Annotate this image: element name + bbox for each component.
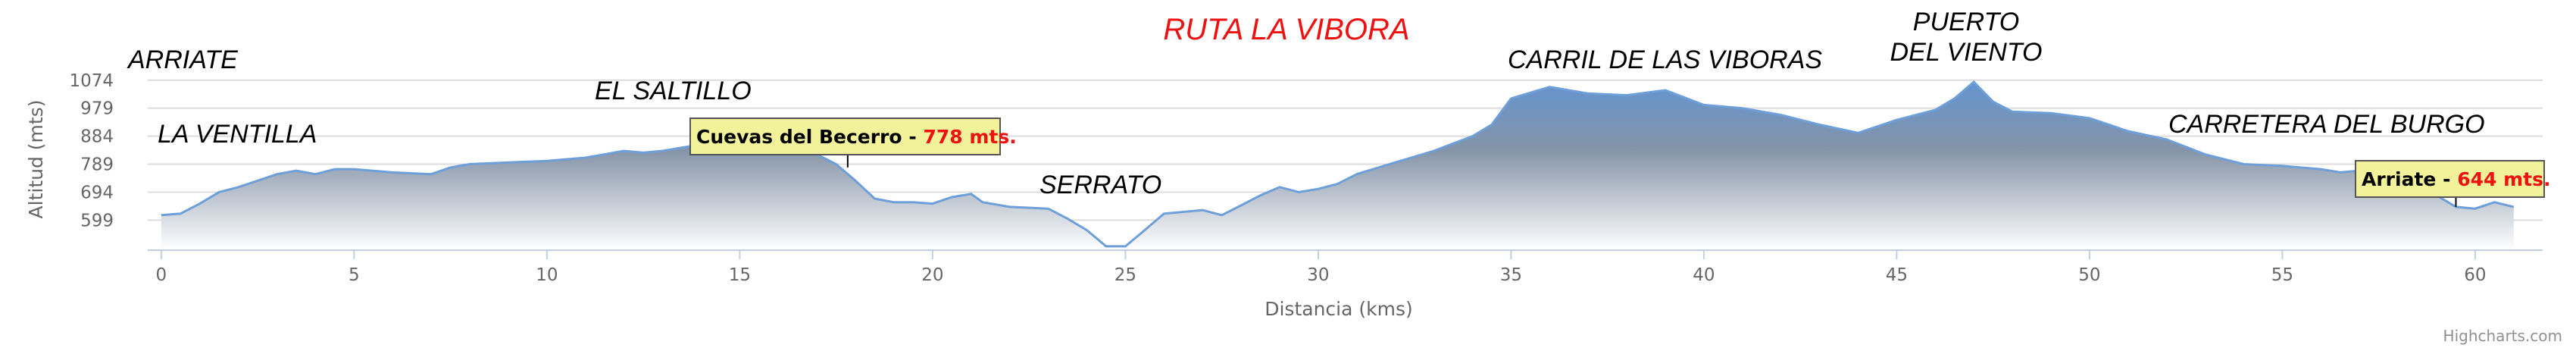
tooltip-value: 778 mts. [923,126,1016,148]
y-tick-label: 694 [80,183,114,202]
tooltip-value: 644 mts. [2457,168,2550,190]
tooltip-box [2355,160,2545,198]
x-tick-label: 35 [1500,265,1522,285]
annotation: PUERTO [1913,8,2019,36]
elevation-line [161,80,2515,248]
x-tick-label: 25 [1114,265,1136,285]
tooltip-box [689,118,1001,155]
annotation: SERRATO [1039,171,1161,199]
y-tick-label: 884 [80,127,114,147]
x-tick-label: 55 [2271,265,2293,285]
annotation: LA VENTILLA [158,120,317,149]
x-tick-label: 45 [1886,265,1908,285]
tooltip-separator: - [2443,168,2450,190]
annotation: EL SALTILLO [595,77,752,105]
tooltip-text: Arriate - 644 mts. [2362,168,2550,190]
annotation: CARRIL DE LAS VIBORAS [1508,45,1822,74]
annotation: CARRETERA DEL BURGO [2168,110,2485,139]
x-axis-title: Distancia (kms) [1265,298,1413,320]
y-axis-title: Altitud (mts) [25,100,47,219]
y-tick-label: 789 [80,155,114,175]
x-tick-label: 50 [2078,265,2100,285]
x-tick-label: 60 [2464,265,2486,285]
annotation: ARRIATE [127,45,238,74]
y-tick-label: 1074 [69,71,114,91]
tooltip: Cuevas del Becerro - 778 mts. [689,118,1017,155]
chart-title: RUTA LA VIBORA [1163,13,1409,46]
tooltip-separator: - [908,126,916,148]
area-fill [161,82,2514,250]
x-tick-label: 15 [729,265,751,285]
credits[interactable]: Highcharts.com [2443,327,2562,345]
y-tick-label: 599 [80,211,114,230]
x-tick-label: 20 [921,265,943,285]
x-tick-label: 30 [1307,265,1329,285]
x-tick-label: 0 [155,265,167,285]
annotation: DEL VIENTO [1890,38,2043,67]
tooltip: Arriate - 644 mts. [2355,160,2550,198]
x-tick-label: 10 [536,265,558,285]
tooltip-name: Arriate [2362,168,2436,190]
tooltip-text: Cuevas del Becerro - 778 mts. [696,126,1017,148]
x-tick-label: 40 [1693,265,1715,285]
tooltip-name: Cuevas del Becerro [696,126,902,148]
x-tick-label: 5 [349,265,360,285]
y-tick-label: 979 [80,99,114,119]
